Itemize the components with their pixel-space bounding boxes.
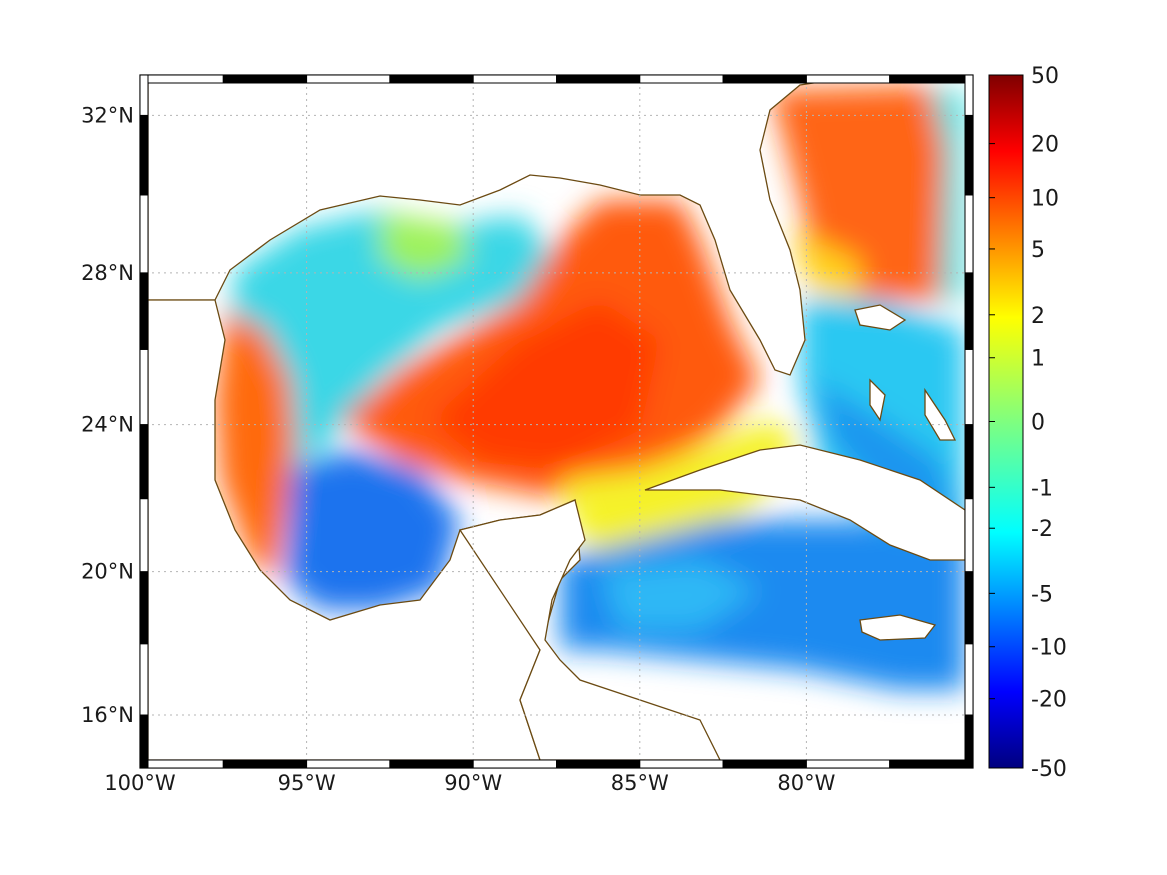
frame-segment-right [964,571,974,645]
frame-segment-top [139,74,224,84]
land-mask [148,82,965,760]
colorbar-tick-label: -10 [1031,636,1067,661]
frame-segment-left [139,348,149,426]
frame-segment-right [964,74,974,116]
colorbar-tick-label: 2 [1031,304,1045,329]
latitude-tick-label: 24°N [81,413,134,437]
longitude-tick-label: 95°W [278,771,336,795]
latitude-labels: 16°N 20°N 24°N 28°N 32°N [81,103,134,727]
frame-segment-right [964,272,974,350]
frame-segment-right [964,714,974,769]
frame-segment-top [805,74,891,84]
colorbar-tick-label: 10 [1031,187,1059,212]
frame-segment-right [964,348,974,426]
frame-segment-bottom [222,759,308,769]
frame-segment-left [139,498,149,573]
campeche-region [285,450,460,610]
frame-segment-top [889,74,974,84]
frame-segment-bottom [472,759,558,769]
frame-segment-top [306,74,391,84]
caribbean-region [560,520,965,690]
frame-segment-left [139,272,149,350]
frame-segment-top [556,74,641,84]
bahamas-islands [854,304,907,331]
frame-segment-bottom [389,759,474,769]
map-frame [139,74,974,769]
frame-segment-bottom [139,759,224,769]
frame-segment-left [139,114,149,196]
cuba-coast [644,444,965,561]
colorbar-tick-label: 0 [1031,411,1045,436]
frame-segment-left [139,74,149,116]
jamaica-coast [859,614,937,641]
longitude-tick-label: 100°W [104,771,176,795]
latitude-tick-label: 20°N [81,560,134,584]
colorbar-tick-label: 50 [1031,64,1059,89]
frame-segment-right [964,498,974,573]
frame-segment-left [139,194,149,274]
frame-segment-bottom [889,759,974,769]
colorbar-tick-label: -50 [1031,757,1067,782]
north-america-coast [148,82,821,376]
frame-segment-bottom [805,759,891,769]
longitude-tick-label: 85°W [611,771,669,795]
colorbar-tick-label: -1 [1031,476,1053,501]
yucatan-coast [458,499,721,760]
latitude-tick-label: 16°N [81,703,134,727]
longitude-labels: 100°W 95°W 90°W 85°W 80°W [104,771,835,795]
colorbar-tick-label: -2 [1031,517,1053,542]
frame-segment-bottom [722,759,807,769]
frame-segment-left [139,714,149,769]
frame-segment-bottom [306,759,391,769]
longitude-tick-label: 80°W [777,771,835,795]
latitude-tick-label: 28°N [81,261,134,285]
frame-segment-right [964,424,974,500]
frame-segment-top [389,74,474,84]
frame-segment-bottom [556,759,641,769]
frame-segment-left [139,571,149,645]
western-shelf-region [215,310,295,580]
frame-segment-top [472,74,558,84]
colorbar-tick-label: -20 [1031,688,1067,713]
longitude-tick-label: 90°W [444,771,502,795]
western-gulf-region [220,210,560,520]
frame-segment-right [964,114,974,196]
atlantic-region [770,85,965,300]
frame-segment-right [964,194,974,274]
colorbar-tick-label: 1 [1031,347,1045,372]
frame-segment-top [639,74,724,84]
frame-segment-right [964,643,974,716]
frame-segment-top [222,74,308,84]
frame-segment-left [139,424,149,500]
frame-segment-left [139,643,149,716]
colorbar-tick-label: 20 [1031,133,1059,158]
sst-field [215,85,965,690]
frame-segment-bottom [639,759,724,769]
latitude-tick-label: 32°N [81,103,134,127]
frame-segment-top [722,74,807,84]
colorbar-tick-label: -5 [1031,582,1053,607]
colorbar-tick-label: 5 [1031,238,1045,263]
